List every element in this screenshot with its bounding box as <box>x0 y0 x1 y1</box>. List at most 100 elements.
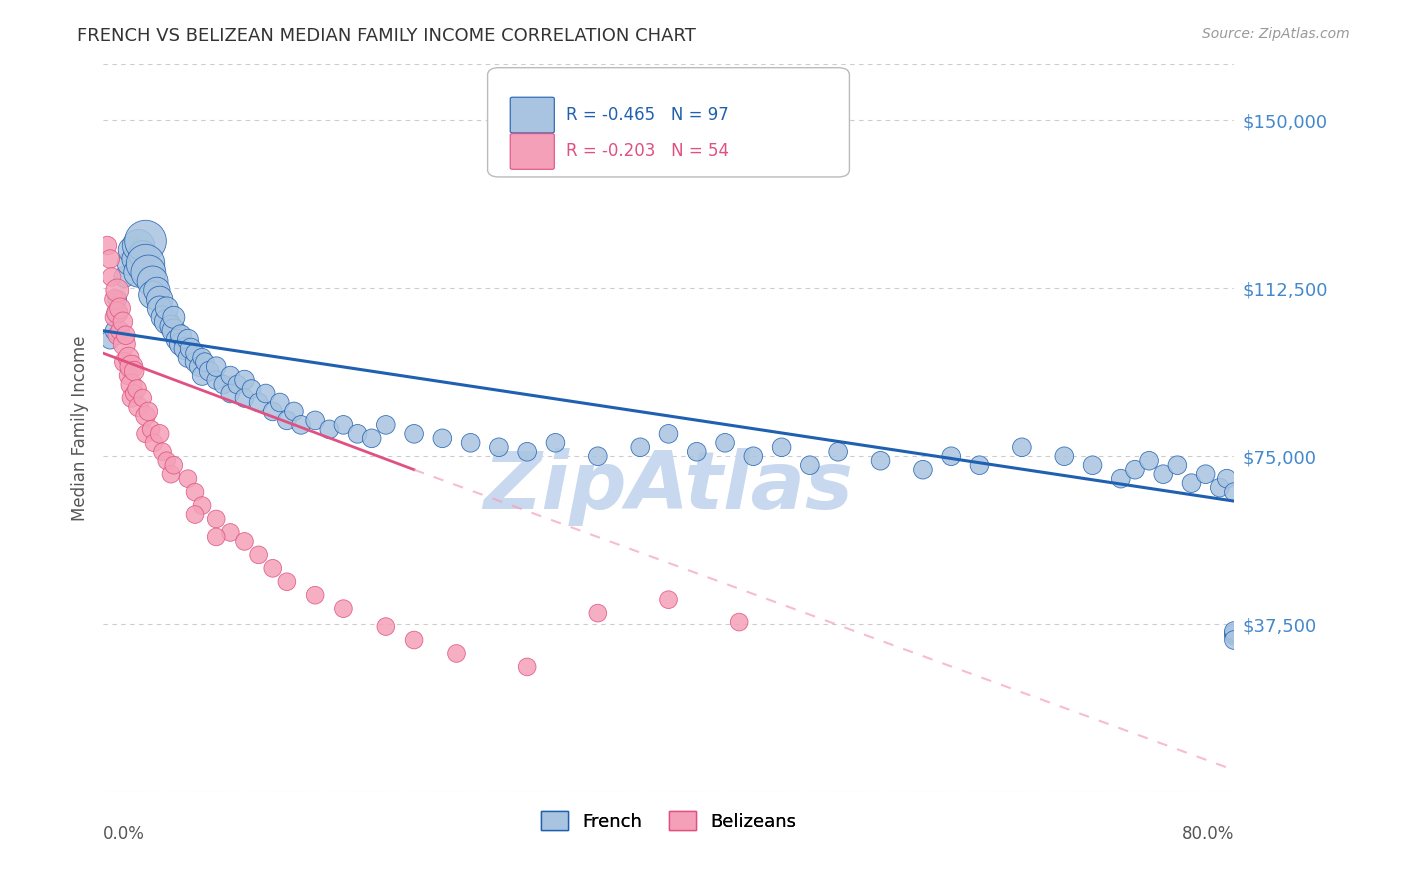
Point <box>184 355 207 369</box>
Point <box>112 337 135 351</box>
Point <box>212 377 235 392</box>
Point <box>112 355 135 369</box>
Point <box>1081 458 1104 473</box>
FancyBboxPatch shape <box>510 134 554 169</box>
Point <box>100 269 122 284</box>
Point <box>269 395 291 409</box>
Point <box>131 247 153 261</box>
Point <box>191 499 214 513</box>
Point <box>131 391 153 405</box>
Point <box>304 588 326 602</box>
Point <box>177 333 200 347</box>
Point <box>374 619 396 633</box>
Point <box>1216 472 1239 486</box>
Point <box>180 342 202 356</box>
Point <box>219 368 242 383</box>
Point <box>247 395 270 409</box>
Text: Source: ZipAtlas.com: Source: ZipAtlas.com <box>1202 27 1350 41</box>
Point <box>146 284 169 298</box>
Point <box>138 265 160 279</box>
Point <box>127 238 149 252</box>
Point <box>404 426 426 441</box>
Point <box>657 592 679 607</box>
Point <box>404 633 426 648</box>
Point <box>141 422 163 436</box>
Point <box>177 472 200 486</box>
Point <box>103 310 125 325</box>
Point <box>742 449 765 463</box>
Point <box>374 417 396 432</box>
Point <box>205 512 228 526</box>
Point <box>446 647 468 661</box>
Point <box>226 377 249 392</box>
Point <box>233 534 256 549</box>
Point <box>657 426 679 441</box>
Point <box>628 440 651 454</box>
Point <box>586 606 609 620</box>
Point <box>135 426 157 441</box>
Point <box>188 359 211 374</box>
Point <box>283 404 305 418</box>
Point <box>166 333 188 347</box>
Point <box>233 373 256 387</box>
Point <box>125 382 148 396</box>
Point <box>105 328 128 343</box>
Point <box>1053 449 1076 463</box>
Point <box>1109 472 1132 486</box>
Point <box>156 315 179 329</box>
Point <box>304 413 326 427</box>
Point <box>163 310 186 325</box>
Point <box>1223 485 1246 500</box>
Point <box>98 252 121 266</box>
Point <box>205 359 228 374</box>
Point <box>1123 463 1146 477</box>
Point <box>120 243 142 257</box>
Point <box>1209 481 1232 495</box>
Point <box>111 315 134 329</box>
Point <box>114 328 136 343</box>
Point <box>869 454 891 468</box>
Point <box>120 359 142 374</box>
Point <box>1166 458 1188 473</box>
Point <box>122 364 145 378</box>
FancyBboxPatch shape <box>488 68 849 177</box>
Point <box>160 319 183 334</box>
Text: R = -0.203   N = 54: R = -0.203 N = 54 <box>565 143 728 161</box>
Point <box>156 454 179 468</box>
Point <box>96 238 118 252</box>
Point <box>1137 454 1160 468</box>
Point <box>254 386 277 401</box>
Point <box>1194 467 1216 482</box>
Text: 0.0%: 0.0% <box>103 825 145 843</box>
Point <box>276 413 298 427</box>
Point <box>827 444 849 458</box>
Point <box>117 368 139 383</box>
Point <box>247 548 270 562</box>
Point <box>205 530 228 544</box>
Point <box>105 306 128 320</box>
Point <box>1223 626 1246 640</box>
Point <box>135 256 157 270</box>
Point <box>686 444 709 458</box>
Point <box>714 435 737 450</box>
Point <box>516 660 538 674</box>
Point <box>460 435 482 450</box>
Point <box>163 458 186 473</box>
Point <box>117 351 139 365</box>
Text: R = -0.465   N = 97: R = -0.465 N = 97 <box>565 106 728 124</box>
Y-axis label: Median Family Income: Median Family Income <box>72 335 89 521</box>
Point <box>122 252 145 266</box>
Point <box>332 417 354 432</box>
Point <box>122 386 145 401</box>
Point <box>184 508 207 522</box>
Point <box>1152 467 1174 482</box>
Point <box>586 449 609 463</box>
Point <box>346 426 368 441</box>
Point <box>156 301 179 316</box>
Point <box>1223 633 1246 648</box>
Point <box>135 234 157 248</box>
Point <box>728 615 751 629</box>
Point <box>120 377 142 392</box>
Point <box>191 368 214 383</box>
Point <box>799 458 821 473</box>
